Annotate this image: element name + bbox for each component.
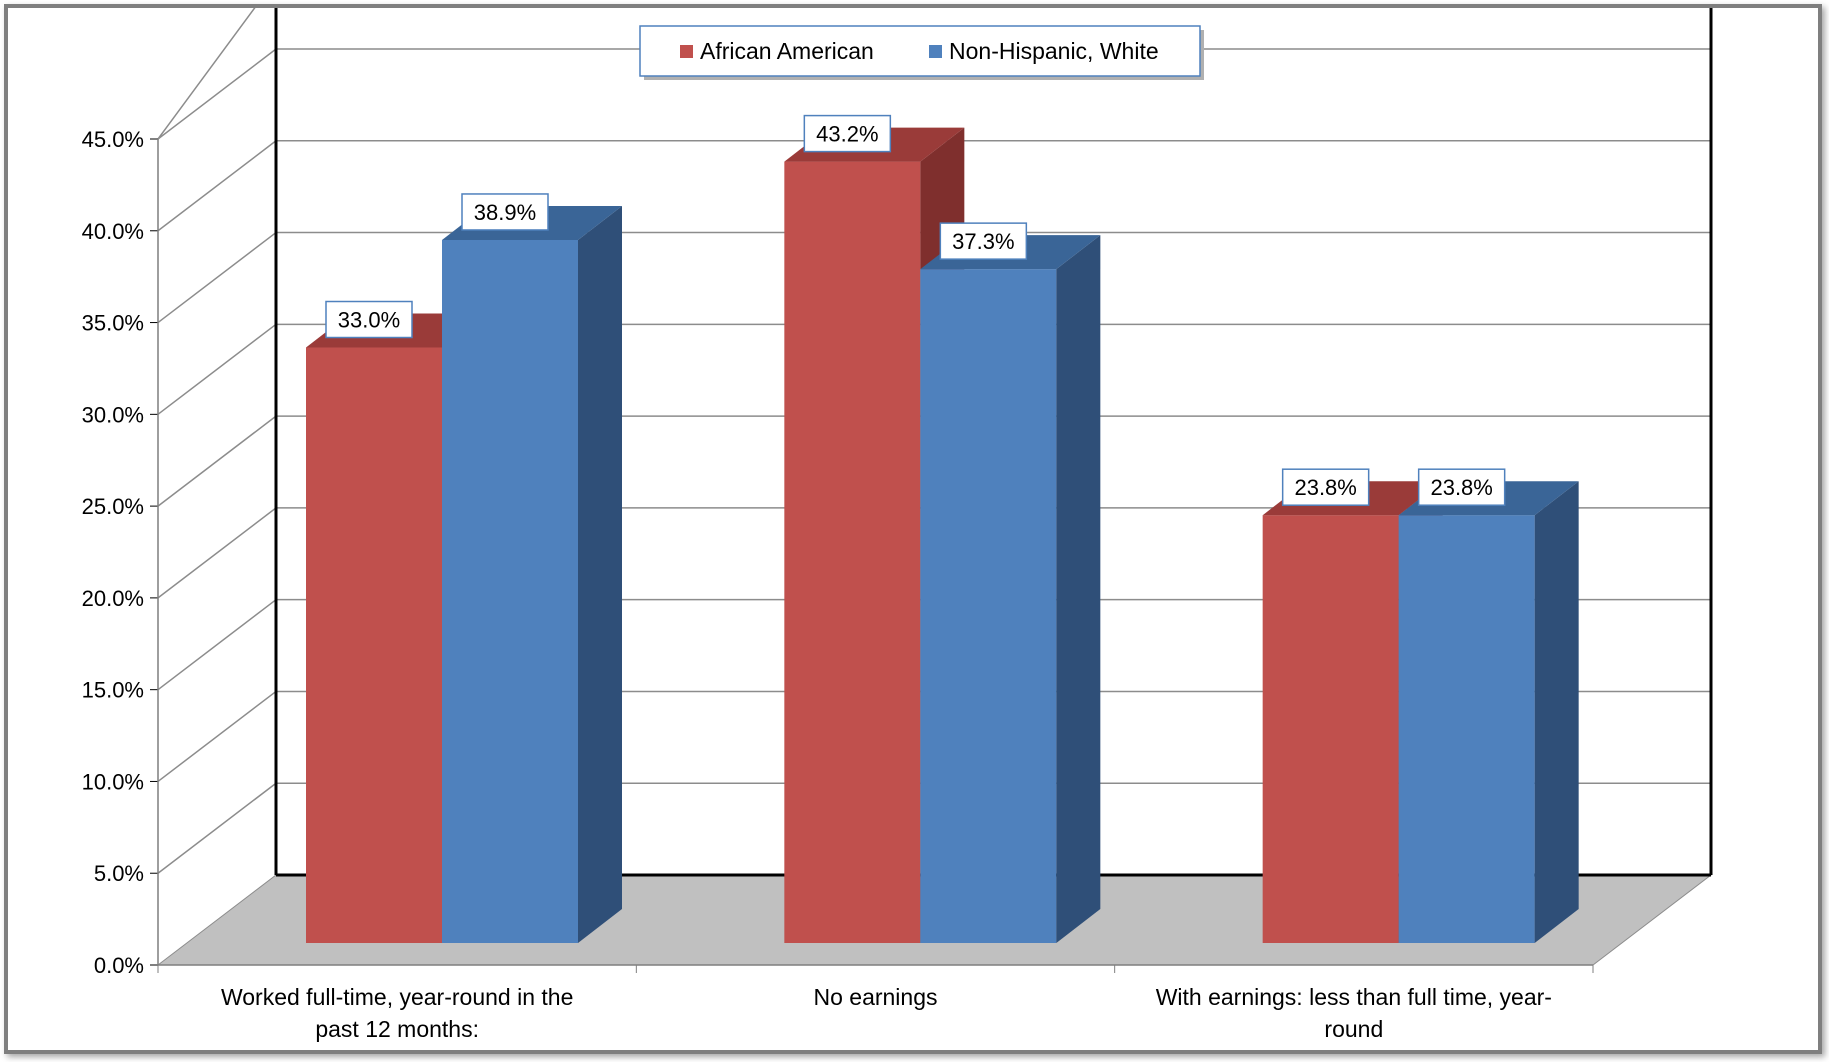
data-label-box bbox=[803, 114, 892, 153]
data-label: 23.8% bbox=[1294, 475, 1356, 500]
bar-chart: 0.0% 5.0% 10.0% 15.0% 20.0% 25.0% 30.0% 35.0% 40… bbox=[82, 8, 1713, 1042]
category-label: past 12 months: bbox=[315, 1016, 479, 1042]
data-label-box bbox=[461, 193, 549, 231]
legend bbox=[639, 25, 1201, 77]
legend-label: Non-Hispanic, White bbox=[949, 38, 1159, 64]
y-tick-label: 25.0% bbox=[82, 494, 144, 519]
category-label: round bbox=[1324, 1016, 1383, 1042]
data-label: 37.3% bbox=[952, 229, 1014, 254]
data-label: 33.0% bbox=[338, 308, 400, 333]
data-label-box bbox=[325, 300, 413, 339]
bar-front bbox=[784, 161, 921, 944]
chart-frame: 0.0% 5.0% 10.0% 15.0% 20.0% 25.0% 30.0% 35.0% 40… bbox=[4, 4, 1822, 1054]
bar-front bbox=[1398, 515, 1535, 943]
bar-side bbox=[1534, 481, 1579, 943]
side-gridline bbox=[157, 507, 277, 599]
data-label: 23.8% bbox=[1430, 475, 1492, 500]
side-gridline bbox=[157, 323, 277, 415]
bar-side bbox=[1056, 235, 1101, 943]
side-gridline bbox=[157, 599, 277, 691]
y-tick-label: 15.0% bbox=[82, 678, 144, 703]
side-wall-top-edge bbox=[157, 8, 256, 140]
data-label: 38.9% bbox=[474, 200, 536, 225]
y-tick-label: 35.0% bbox=[82, 311, 144, 336]
side-gridline bbox=[157, 690, 277, 783]
bar-front bbox=[1262, 515, 1399, 943]
y-tick-label: 40.0% bbox=[82, 219, 144, 244]
data-label: 43.2% bbox=[816, 122, 878, 147]
y-tick-label: 5.0% bbox=[94, 861, 144, 886]
y-tick-label: 30.0% bbox=[82, 402, 144, 427]
bar-front bbox=[442, 239, 578, 943]
data-label-box bbox=[1417, 468, 1506, 506]
side-gridline bbox=[157, 782, 277, 874]
category-label: With earnings: less than full time, year… bbox=[1156, 984, 1552, 1010]
y-tick-label: 10.0% bbox=[82, 769, 144, 794]
side-gridline bbox=[157, 48, 277, 140]
bar-front bbox=[920, 269, 1057, 944]
legend-label: African American bbox=[700, 38, 874, 64]
category-label: No earnings bbox=[813, 984, 937, 1010]
side-gridline bbox=[157, 415, 277, 507]
legend-swatch bbox=[680, 45, 693, 58]
category-label: Worked full-time, year-round in the bbox=[221, 984, 573, 1010]
y-tick-label: 45.0% bbox=[82, 127, 144, 152]
bar-side bbox=[578, 205, 622, 943]
data-label-box bbox=[1281, 468, 1370, 506]
side-gridline bbox=[157, 140, 277, 232]
y-tick-label: 0.0% bbox=[94, 953, 144, 978]
data-label-box bbox=[939, 222, 1028, 260]
y-tick-label: 20.0% bbox=[82, 586, 144, 611]
side-gridline bbox=[157, 231, 277, 324]
legend-swatch bbox=[929, 45, 942, 58]
bar-front bbox=[306, 347, 442, 943]
